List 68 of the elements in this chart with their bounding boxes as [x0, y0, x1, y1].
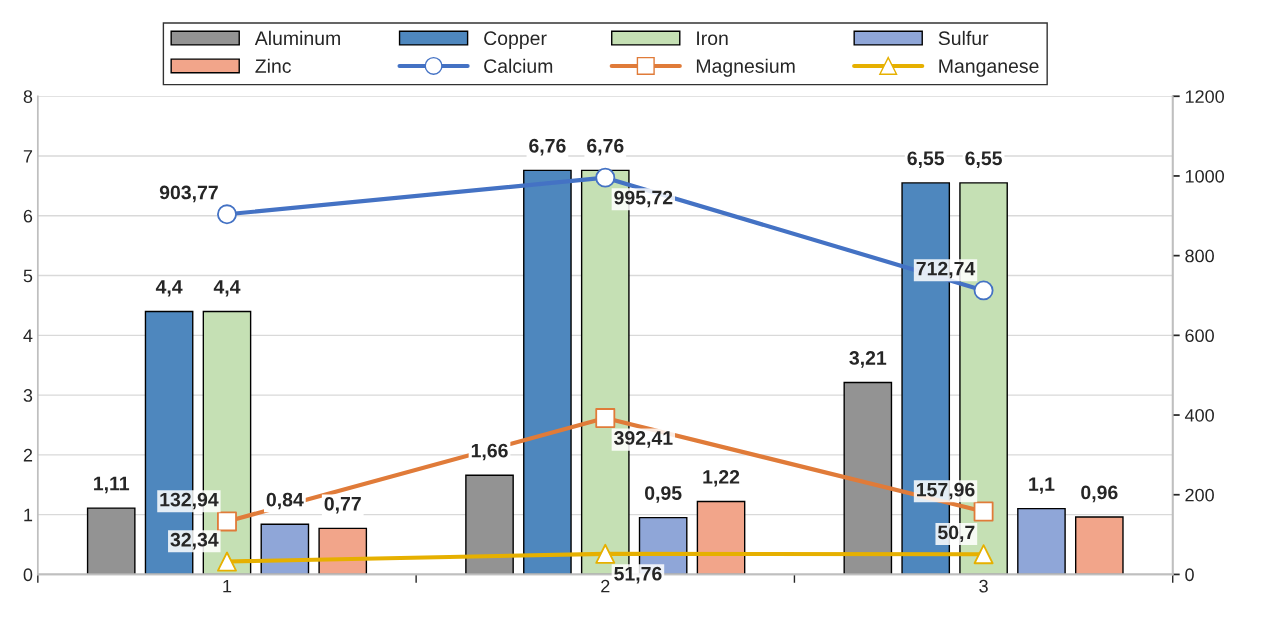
legend-label: Calcium: [484, 58, 553, 73]
legend-label: Zinc: [255, 58, 291, 73]
data-label: 0,96: [1081, 485, 1118, 503]
data-label: 51,76: [614, 566, 662, 584]
y2-tick-label: 400: [1184, 408, 1214, 422]
legend-label: Copper: [484, 31, 547, 49]
data-label: 50,7: [938, 525, 975, 543]
y-tick-label: 1: [24, 508, 33, 522]
data-label: 0,95: [645, 486, 682, 503]
point: [217, 204, 237, 225]
x-tick-label: 3: [979, 579, 988, 593]
point: [217, 551, 237, 572]
y2-tick-label: 1200: [1185, 90, 1224, 103]
y-tick-label: 6: [23, 209, 33, 223]
y-tick-label: 5: [23, 269, 33, 283]
data-label: 32,34: [170, 532, 219, 550]
data-label: 903,77: [159, 185, 218, 203]
bar: [843, 381, 893, 575]
point: [973, 544, 994, 565]
point: [217, 511, 237, 532]
bar: [523, 169, 572, 575]
data-label: 392,41: [614, 431, 673, 448]
data-label: 3,21: [849, 351, 887, 368]
bar: [1075, 516, 1124, 575]
y-tick-label: 4: [23, 329, 33, 342]
y-tick-label: 0: [23, 568, 33, 582]
data-label: 6,55: [965, 151, 1002, 169]
data-label: 4,4: [213, 280, 241, 297]
data-label: 1,66: [471, 443, 508, 461]
bar: [86, 507, 136, 575]
bar: [465, 474, 514, 575]
data-label: 4,4: [155, 280, 183, 297]
legend-label: Manganese: [939, 59, 1039, 77]
y-tick-label: 2: [23, 448, 33, 462]
data-label: 1,1: [1029, 477, 1055, 494]
legend-label: Sulfur: [938, 30, 989, 46]
x-tick-label: 1: [223, 579, 232, 593]
data-label: 6,76: [587, 138, 624, 156]
y2-tick-label: 0: [1185, 568, 1194, 582]
y-tick-label: 7: [23, 150, 33, 163]
bar: [1017, 507, 1066, 575]
data-label: 6,76: [529, 138, 566, 156]
data-label: 0,84: [266, 492, 304, 510]
data-label: 1,11: [94, 476, 130, 494]
data-label: 995,72: [614, 190, 673, 208]
legend-label: Magnesium: [696, 58, 795, 77]
point: [595, 408, 616, 429]
point: [973, 501, 994, 522]
point: [595, 543, 616, 564]
data-label: 157,96: [917, 482, 975, 500]
legend-label: Aluminum: [254, 30, 340, 46]
data-label: 132,94: [160, 492, 219, 510]
y2-tick-label: 200: [1185, 488, 1214, 502]
y2-tick-label: 1000: [1185, 169, 1224, 183]
x-tick-label: 2: [601, 579, 610, 593]
y-tick-label: 3: [23, 389, 33, 402]
y2-tick-label: 800: [1185, 249, 1214, 263]
y2-tick-label: 600: [1185, 329, 1214, 343]
bar: [318, 527, 368, 575]
bar: [696, 500, 746, 575]
point: [973, 280, 994, 301]
legend-label: Iron: [697, 31, 728, 46]
y-tick-label: 8: [23, 90, 33, 103]
data-label: 6,55: [907, 151, 945, 169]
data-label: 0,77: [324, 496, 361, 514]
point: [595, 167, 616, 188]
data-label: 712,74: [916, 261, 976, 279]
data-label: 1,22: [703, 470, 740, 487]
